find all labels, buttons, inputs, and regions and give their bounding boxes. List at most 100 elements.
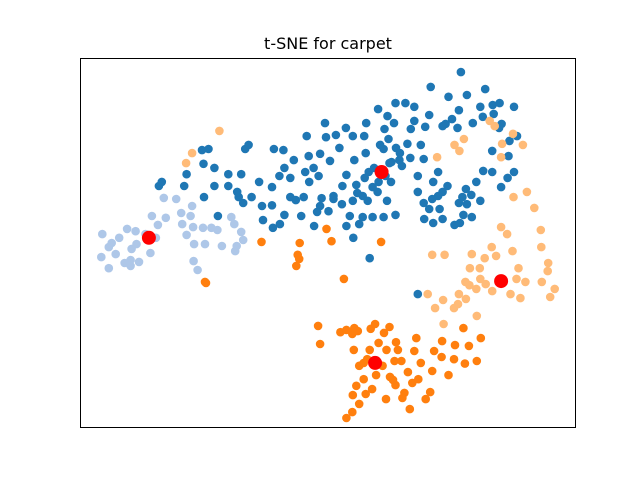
scatter-point-0-15 [373, 104, 383, 114]
scatter-point-1-20 [171, 194, 181, 204]
scatter-point-0-95 [296, 211, 306, 221]
scatter-point-2-61 [429, 346, 439, 356]
scatter-point-0-155 [375, 140, 385, 150]
scatter-point-0-10 [420, 122, 430, 132]
scatter-point-2-50 [398, 393, 407, 403]
scatter-point-0-54 [267, 182, 277, 192]
scatter-point-0-134 [503, 173, 512, 183]
scatter-point-0-119 [438, 214, 447, 224]
scatter-point-2-45 [388, 375, 398, 385]
scatter-point-0-144 [495, 98, 504, 108]
scatter-point-2-47 [403, 367, 413, 377]
scatter-point-3-52 [481, 279, 491, 289]
scatter-point-0-31 [269, 144, 279, 154]
scatter-point-2-60 [437, 336, 447, 346]
scatter-point-2-6 [294, 254, 304, 264]
scatter-point-0-27 [335, 143, 344, 153]
scatter-point-0-53 [254, 177, 264, 187]
scatter-point-3-40 [439, 319, 448, 329]
scatter-point-2-56 [427, 366, 437, 376]
scatter-point-2-41 [379, 328, 389, 338]
scatter-point-0-143 [509, 102, 519, 112]
scatter-point-1-2 [104, 263, 114, 273]
scatter-point-1-26 [189, 239, 199, 249]
scatter-point-0-112 [427, 194, 437, 204]
scatter-point-0-86 [342, 221, 351, 231]
scatter-point-0-7 [476, 102, 485, 112]
scatter-point-0-118 [435, 204, 444, 214]
scatter-point-0-58 [289, 155, 299, 165]
scatter-point-0-122 [459, 210, 468, 220]
scatter-point-1-10 [131, 226, 140, 236]
scatter-point-0-62 [304, 177, 314, 187]
centroid-point-4-2 [494, 274, 509, 289]
scatter-point-2-17 [353, 326, 363, 336]
scatter-point-0-145 [478, 112, 488, 122]
scatter-point-0-25 [325, 156, 335, 166]
scatter-point-3-43 [430, 303, 440, 313]
scatter-point-3-32 [491, 251, 501, 261]
scatter-point-2-68 [412, 333, 421, 343]
scatter-point-3-15 [509, 192, 518, 202]
scatter-point-0-159 [341, 123, 351, 133]
scatter-point-3-51 [453, 299, 463, 309]
scatter-point-2-51 [410, 346, 419, 356]
scatter-point-1-42 [104, 242, 114, 252]
scatter-point-3-2 [181, 158, 191, 168]
scatter-point-0-129 [461, 184, 471, 194]
scatter-point-1-27 [189, 256, 198, 266]
scatter-point-1-36 [238, 235, 248, 245]
scatter-point-2-26 [367, 384, 377, 394]
scatter-point-2-69 [359, 358, 369, 368]
scatter-point-0-49 [232, 187, 242, 197]
scatter-point-2-64 [464, 341, 474, 351]
scatter-point-0-65 [324, 206, 333, 216]
scatter-point-1-28 [193, 265, 202, 275]
scatter-point-2-53 [414, 374, 423, 384]
scatter-point-3-1 [187, 148, 197, 158]
scatter-point-0-69 [352, 180, 361, 190]
scatter-point-0-148 [438, 121, 447, 131]
scatter-point-0-89 [317, 193, 326, 203]
scatter-point-0-46 [157, 177, 167, 187]
scatter-point-0-85 [349, 233, 358, 243]
scatter-point-0-113 [419, 198, 429, 208]
scatter-point-3-19 [537, 242, 546, 252]
scatter-point-1-7 [122, 224, 132, 234]
scatter-point-0-80 [391, 210, 400, 220]
scatter-point-0-107 [428, 177, 438, 187]
scatter-point-3-28 [545, 292, 555, 302]
scatter-point-2-44 [381, 394, 391, 404]
scatter-point-0-116 [419, 214, 429, 224]
scatter-point-2-28 [354, 399, 364, 409]
scatter-point-3-30 [506, 289, 515, 299]
scatter-point-0-68 [342, 170, 351, 180]
scatter-point-1-17 [153, 220, 163, 230]
scatter-point-2-3 [295, 238, 305, 248]
scatter-point-2-31 [348, 390, 358, 400]
scatter-point-2-32 [352, 381, 361, 391]
scatter-point-1-14 [146, 248, 155, 258]
scatter-point-3-35 [475, 263, 485, 273]
scatter-point-2-57 [437, 352, 446, 362]
scatter-point-3-41 [438, 295, 448, 305]
scatter-point-3-42 [423, 289, 433, 299]
scatter-point-0-26 [321, 132, 331, 142]
scatter-point-0-33 [244, 140, 253, 150]
scatter-point-0-91 [299, 192, 309, 202]
scatter-point-3-12 [518, 140, 528, 150]
scatter-point-2-22 [365, 345, 375, 355]
scatter-point-3-5 [459, 134, 469, 144]
scatter-point-0-152 [416, 140, 426, 150]
scatter-point-0-135 [509, 167, 519, 177]
scatter-point-0-55 [267, 201, 277, 210]
scatter-point-0-133 [496, 182, 506, 192]
scatter-point-0-87 [345, 211, 355, 221]
scatter-point-0-51 [247, 192, 256, 202]
scatter-point-3-53 [487, 286, 497, 296]
scatter-point-3-3 [432, 152, 442, 162]
scatter-point-2-39 [393, 345, 403, 355]
scatter-point-0-75 [374, 177, 383, 187]
scatter-point-1-40 [176, 208, 186, 218]
centroid-point-4-3 [368, 355, 383, 370]
